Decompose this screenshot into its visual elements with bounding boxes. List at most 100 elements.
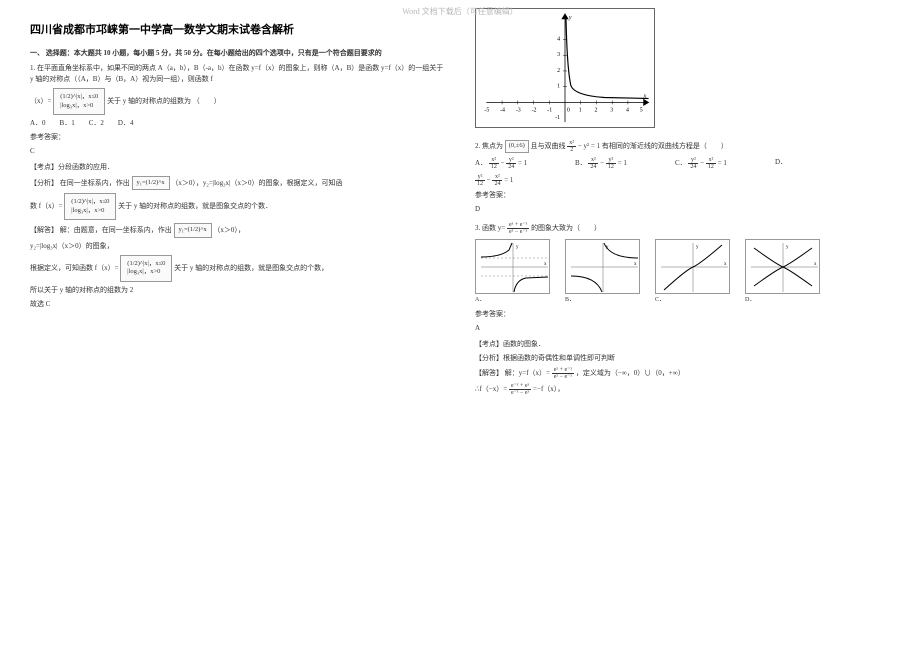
q1-jiedap: 【解答】 解：由题意，在同一坐标系内，作出 y₁=(1/2)^x （x＞0）， xyxy=(30,223,445,237)
q1-jd3: 根据定义，可知函数 f（x）= (1/2)^|x|，x≤0 |log₃x|，x>… xyxy=(30,255,445,282)
q2-optC: C． y²24 − x²12 = 1 xyxy=(675,157,755,170)
q1-jd5: 故选 C xyxy=(30,299,445,310)
piecewise-box: (1/2)^|x|，x≤0 |log₃x|，x>0 xyxy=(53,88,105,115)
q2-optB: B． x²24 − y²12 = 1 xyxy=(575,157,655,170)
svg-text:2: 2 xyxy=(595,107,598,113)
fx-text: 根据函数的奇偶性和单调性即可判断 xyxy=(503,354,615,362)
q2-hyp-text: − y² = 1 xyxy=(578,142,602,150)
right-column: -5-4-3-2-1 0 12345 1234 -1 x y 2. 焦点为 (0… xyxy=(475,8,890,399)
optB-lbl: B． xyxy=(575,159,587,167)
q1-jd2: y₂=|log₃x|（x＞0）的图象， xyxy=(30,241,445,252)
q2-optA: A． x²12 − y²24 = 1 xyxy=(475,157,555,170)
fx-label: 【分析】 xyxy=(475,354,503,362)
svg-text:3: 3 xyxy=(610,107,613,113)
watermark-text: Word 文档下载后（可任意编辑） xyxy=(0,6,920,17)
svg-text:x: x xyxy=(814,262,817,267)
optD-label: D． xyxy=(745,296,825,306)
q2-hyp: x²2 xyxy=(567,140,576,153)
q1-fenxi: 【分析】 在同一坐标系内，作出 y₁=(1/2)^x （x＞0），y₂=|log… xyxy=(30,176,445,190)
piecewise-box-3: (1/2)^|x|，x≤0 |log₃x|，x>0 xyxy=(120,255,172,282)
svg-text:-3: -3 xyxy=(516,107,521,113)
jd1b: （x＞0）， xyxy=(213,226,245,234)
q1-answer: C xyxy=(30,146,445,157)
q3-answer: A xyxy=(475,323,890,334)
fx2a: 数 f（x）= xyxy=(30,202,63,210)
q1-piecewise: （x）= (1/2)^|x|，x≤0 |log₃x|，x>0 关于 y 轴的对称… xyxy=(30,88,445,115)
svg-text:4: 4 xyxy=(626,107,629,113)
q2a: 2. 焦点为 xyxy=(475,142,503,150)
jd2b: =−f（x）， xyxy=(533,385,564,393)
jd-label: 【解答】 xyxy=(30,226,58,234)
q2-stem: 2. 焦点为 (0,±6) 且与双曲线 x²2 − y² = 1 有相同的渐近线… xyxy=(475,140,890,153)
q1-kaodian: 【考点】分段函数的应用． xyxy=(30,162,445,173)
jd2a: ∴f（−x）= xyxy=(475,385,507,393)
q3-jd1: 【解答】 解：y=f（x）= eˣ + e⁻ˣeˣ − e⁻ˣ ，定义域为（−∞… xyxy=(475,367,890,380)
q1-stem: 1. 在平面直角坐标系中，如果不同的两点 A（a，b），B（-a，b）在函数 y… xyxy=(30,63,445,85)
jd-expr1: y₁=(1/2)^x xyxy=(174,223,212,237)
svg-text:3: 3 xyxy=(557,52,560,58)
jd3a: 根据定义，可知函数 f（x）= xyxy=(30,264,119,272)
q2-optD: y²12 − x²24 = 1 xyxy=(475,174,890,187)
svg-text:4: 4 xyxy=(557,36,560,42)
piece-bottom: |log₃x|，x>0 xyxy=(60,102,93,109)
q1-before: （x）= xyxy=(30,97,51,105)
jd1-expr: eˣ + e⁻ˣeˣ − e⁻ˣ xyxy=(552,367,574,380)
page-body: 四川省成都市邛崃第一中学高一数学文期末试卷含解析 一、 选择题：本大题共 10 … xyxy=(0,0,920,399)
q2-optD-lbl: D． xyxy=(775,157,855,170)
svg-text:2: 2 xyxy=(557,68,560,74)
q1-fenxi2: 数 f（x）= (1/2)^|x|，x≤0 |log₃x|，x>0 关于 y 轴… xyxy=(30,193,445,220)
svg-text:y: y xyxy=(516,245,519,250)
jd-label: 【解答】 xyxy=(475,369,503,377)
svg-text:1: 1 xyxy=(557,84,560,90)
q2-answer-head: 参考答案： xyxy=(475,190,890,201)
optC-lbl: C． xyxy=(675,159,687,167)
jd3b: 关于 y 轴的对称点的组数，就是图象交点的个数， xyxy=(174,264,328,272)
fx2b: 关于 y 轴的对称点的组数，就是图象交点的个数． xyxy=(118,202,272,210)
optC-label: C． xyxy=(655,296,735,306)
piece-top: (1/2)^|x|，x≤0 xyxy=(60,93,98,100)
q3-options: x y A． xy B． x y C． xyxy=(475,239,890,306)
q2b: 且与双曲线 xyxy=(531,142,566,150)
q1-answer-head: 参考答案： xyxy=(30,132,445,143)
piece-top2: (1/2)^|x|，x≤0 xyxy=(71,198,109,205)
piecewise-box-2: (1/2)^|x|，x≤0 |log₃x|，x>0 xyxy=(64,193,116,220)
q2-focus: (0,±6) xyxy=(505,140,529,152)
q3-stem: 3. 函数 y= eˣ + e⁻ˣeˣ − e⁻ˣ 的图象大致为（ ） xyxy=(475,222,890,235)
q1-after: 关于 y 轴的对称点的组数为 （ ） xyxy=(107,97,221,105)
q1-options: A．0 B．1 C．2 D．4 xyxy=(30,118,445,129)
svg-text:x: x xyxy=(634,262,637,267)
q1-graph: -5-4-3-2-1 0 12345 1234 -1 x y xyxy=(475,8,655,128)
kp-label: 【考点】 xyxy=(475,340,503,348)
jd1a: 解：y=f（x）= xyxy=(505,369,550,377)
q3-jd2: ∴f（−x）= e⁻ˣ + eˣe⁻ˣ − eˣ =−f（x）， xyxy=(475,383,890,396)
jd1a: 解：由题意，在同一坐标系内，作出 xyxy=(60,226,172,234)
optA-lbl: A． xyxy=(475,159,487,167)
svg-text:-1: -1 xyxy=(555,115,560,121)
q1-jd4: 所以关于 y 轴的对称点的组数为 2 xyxy=(30,285,445,296)
section-heading: 一、 选择题：本大题共 10 小题，每小题 5 分，共 50 分。在每小题给出的… xyxy=(30,48,445,59)
kp-text: 函数的图象． xyxy=(503,340,545,348)
svg-text:x: x xyxy=(724,262,727,267)
document-title: 四川省成都市邛崃第一中学高一数学文期末试卷含解析 xyxy=(30,22,445,40)
q2-answer: D xyxy=(475,204,890,215)
svg-text:1: 1 xyxy=(579,107,582,113)
optA-label: A． xyxy=(475,296,555,306)
svg-text:x: x xyxy=(544,262,547,267)
svg-text:5: 5 xyxy=(640,107,643,113)
svg-text:y: y xyxy=(696,245,699,250)
svg-text:-2: -2 xyxy=(532,107,537,113)
kp-text: 分段函数的应用． xyxy=(58,163,114,171)
q3-kp: 【考点】函数的图象． xyxy=(475,339,890,350)
svg-text:-5: -5 xyxy=(484,107,489,113)
optD-lbl: D． xyxy=(775,158,787,166)
q3-optD: xy D． xyxy=(745,239,825,306)
piece-top3: (1/2)^|x|，x≤0 xyxy=(127,260,165,267)
fx-expr1: y₁=(1/2)^x xyxy=(132,176,170,190)
q3a: 3. 函数 y= xyxy=(475,224,505,232)
svg-text:-4: -4 xyxy=(500,107,505,113)
optA-frac: x²12 xyxy=(489,157,499,170)
q3-optB: xy B． xyxy=(565,239,645,306)
piece-bot3: |log₃x|，x>0 xyxy=(127,268,160,275)
left-column: 四川省成都市邛崃第一中学高一数学文期末试卷含解析 一、 选择题：本大题共 10 … xyxy=(30,8,445,399)
fx1a: 在同一坐标系内，作出 xyxy=(60,179,130,187)
